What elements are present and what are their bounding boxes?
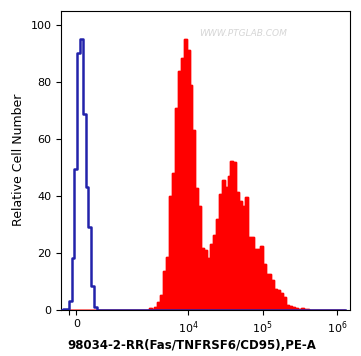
Polygon shape (47, 39, 344, 310)
Text: WWW.PTGLAB.COM: WWW.PTGLAB.COM (199, 28, 287, 38)
Y-axis label: Relative Cell Number: Relative Cell Number (12, 94, 25, 226)
Text: 98034-2-RR(Fas/TNFRSF6/CD95),PE-A: 98034-2-RR(Fas/TNFRSF6/CD95),PE-A (67, 339, 316, 352)
